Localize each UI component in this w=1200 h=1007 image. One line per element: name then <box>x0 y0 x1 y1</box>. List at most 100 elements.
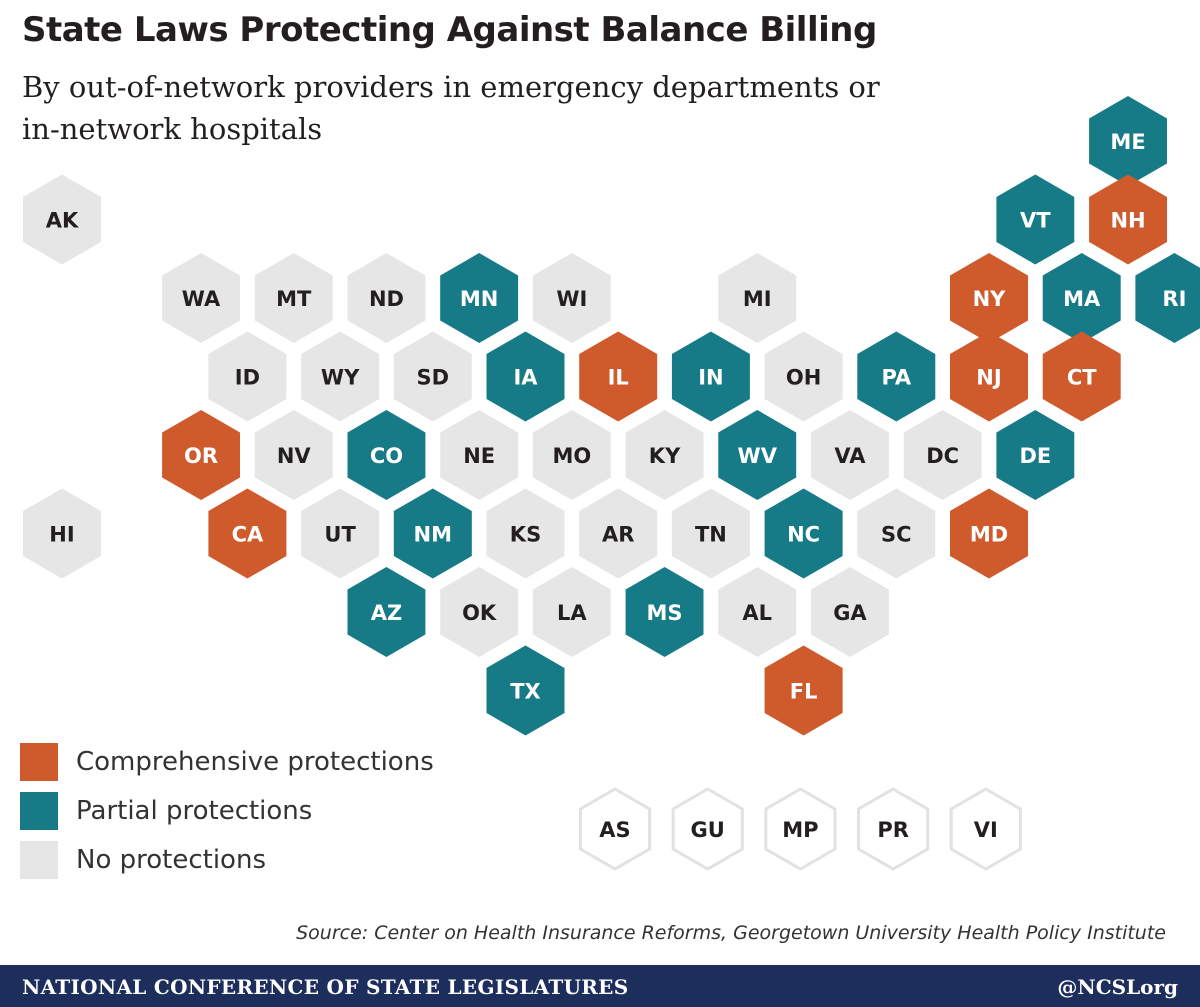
state-hex-ar <box>579 488 658 579</box>
state-la-tile: LA <box>532 567 611 657</box>
state-label-or: OR <box>184 444 218 468</box>
state-label-la: LA <box>557 601 587 625</box>
state-hex-tx <box>486 645 565 736</box>
state-hex-mn <box>440 253 519 343</box>
state-in-tile: IN <box>671 331 750 422</box>
state-hex-il <box>579 331 658 422</box>
state-hex-ct <box>1042 331 1121 422</box>
state-label-vi: VI <box>974 818 998 842</box>
state-gu-territory: GU <box>671 787 744 871</box>
state-hex-wa <box>162 253 240 343</box>
state-md-tile: MD <box>950 488 1028 579</box>
state-label-sc: SC <box>881 523 912 547</box>
legend-label-partial: Partial protections <box>76 795 313 826</box>
state-hex-mt <box>254 253 333 343</box>
state-hex-hi <box>23 488 101 579</box>
state-co-tile: CO <box>347 410 426 500</box>
state-label-wi: WI <box>556 287 587 311</box>
state-hex-vi <box>949 787 1022 871</box>
state-label-wa: WA <box>182 287 221 311</box>
state-nm-tile: NM <box>393 488 472 579</box>
state-al-tile: AL <box>718 567 797 657</box>
state-label-va: VA <box>834 444 866 468</box>
hex-tile-map: ME VT NH WA MT ND MN WI MI NY MA RI ID WY SD IA IL IN OH PA… <box>23 96 1200 871</box>
legend-swatch-partial <box>20 791 58 830</box>
state-hex-al <box>718 567 797 657</box>
state-hex-de <box>996 410 1075 500</box>
state-label-sd: SD <box>417 366 450 390</box>
state-hex-ca <box>208 488 287 579</box>
state-mp-territory: MP <box>764 787 837 871</box>
footer-organization: NATIONAL CONFERENCE OF STATE LEGISLATURE… <box>22 975 629 999</box>
state-label-gu: GU <box>691 818 725 842</box>
state-ga-tile: GA <box>811 567 889 657</box>
state-label-ne: NE <box>463 444 495 468</box>
state-hex-dc <box>903 410 982 500</box>
state-sd-tile: SD <box>393 331 472 422</box>
state-hex-ny <box>950 253 1028 343</box>
state-hex-id <box>208 331 287 422</box>
state-hex-nh <box>1089 174 1167 265</box>
state-hex-or <box>162 410 240 500</box>
state-label-me: ME <box>1110 130 1145 154</box>
footer-bar: NATIONAL CONFERENCE OF STATE LEGISLATURE… <box>0 965 1200 1007</box>
state-hex-nj <box>950 331 1028 422</box>
state-label-tx: TX <box>510 680 541 704</box>
state-mn-tile: MN <box>440 253 519 343</box>
state-label-ga: GA <box>833 601 867 625</box>
state-mo-tile: MO <box>532 410 611 500</box>
state-ak-tile: AK <box>23 174 101 265</box>
state-label-vt: VT <box>1020 209 1051 233</box>
state-label-mn: MN <box>460 287 498 311</box>
state-hex-ms <box>625 567 704 657</box>
state-wv-tile: WV <box>718 410 797 500</box>
legend-label-none: No protections <box>76 844 266 875</box>
state-ri-tile: RI <box>1135 253 1200 343</box>
footer-handle[interactable]: @NCSLorg <box>1057 975 1178 999</box>
state-hex-gu <box>671 787 744 871</box>
state-hex-sc <box>857 488 936 579</box>
state-hex-la <box>532 567 611 657</box>
state-label-ky: KY <box>649 444 681 468</box>
state-pa-tile: PA <box>857 331 936 422</box>
state-label-co: CO <box>370 444 403 468</box>
state-label-wv: WV <box>738 444 778 468</box>
state-tx-tile: TX <box>486 645 565 736</box>
state-pr-territory: PR <box>857 787 930 871</box>
state-nd-tile: ND <box>347 253 426 343</box>
state-hex-sd <box>393 331 472 422</box>
state-hex-va <box>811 410 889 500</box>
state-wi-tile: WI <box>532 253 611 343</box>
state-ok-tile: OK <box>440 567 519 657</box>
state-hex-me <box>1089 96 1167 186</box>
state-label-ok: OK <box>462 601 497 625</box>
state-hex-vt <box>996 174 1075 265</box>
state-label-fl: FL <box>790 680 818 704</box>
state-ks-tile: KS <box>486 488 565 579</box>
state-ar-tile: AR <box>579 488 658 579</box>
state-wy-tile: WY <box>301 331 380 422</box>
state-va-tile: VA <box>811 410 889 500</box>
state-label-mi: MI <box>743 287 772 311</box>
state-nj-tile: NJ <box>950 331 1028 422</box>
state-hex-ga <box>811 567 889 657</box>
state-label-nj: NJ <box>976 366 1001 390</box>
legend: Comprehensive protections Partial protec… <box>20 737 434 884</box>
state-tn-tile: TN <box>671 488 750 579</box>
state-label-ri: RI <box>1162 287 1186 311</box>
state-ne-tile: NE <box>440 410 519 500</box>
state-hex-mi <box>718 253 797 343</box>
state-ca-tile: CA <box>208 488 287 579</box>
state-label-ny: NY <box>973 287 1007 311</box>
state-as-territory: AS <box>578 787 652 871</box>
state-label-ia: IA <box>513 366 538 390</box>
state-label-mt: MT <box>276 287 312 311</box>
state-label-hi: HI <box>49 523 74 547</box>
state-hex-ri <box>1135 253 1200 343</box>
state-oh-tile: OH <box>764 331 843 422</box>
state-hex-az <box>347 567 426 657</box>
state-label-mo: MO <box>552 444 591 468</box>
state-label-ks: KS <box>510 523 541 547</box>
state-label-nh: NH <box>1110 209 1145 233</box>
map-title: State Laws Protecting Against Balance Bi… <box>22 10 877 50</box>
